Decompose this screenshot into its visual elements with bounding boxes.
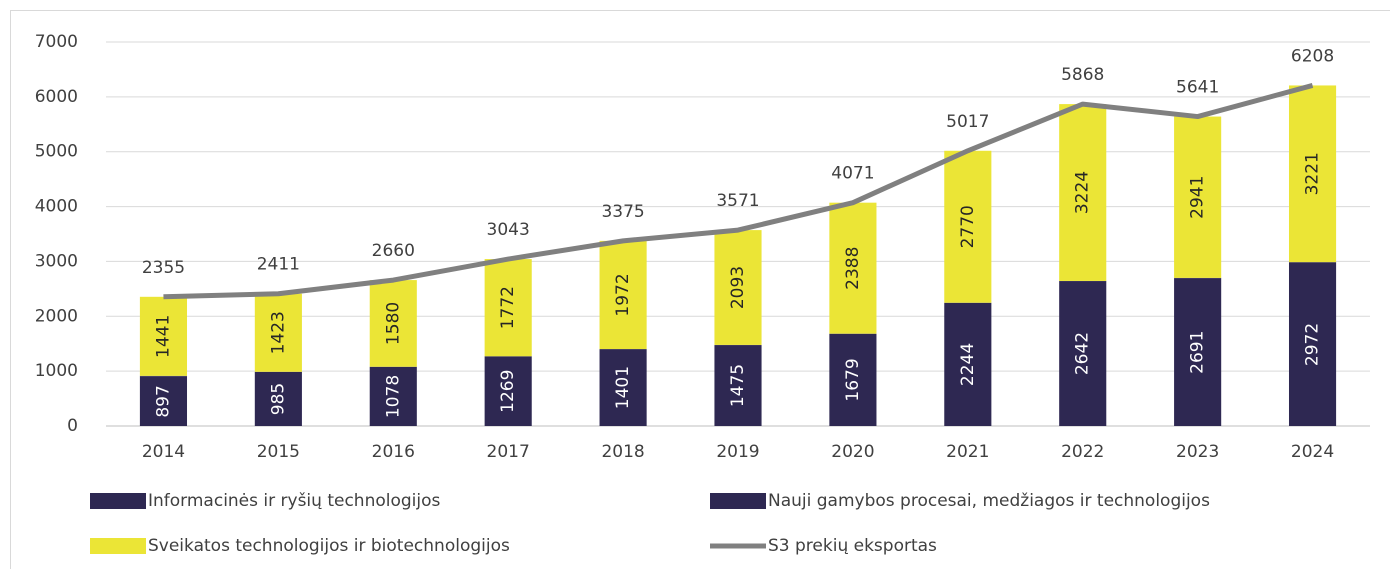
y-tick-label: 3000 [35,251,78,271]
line [163,83,1314,300]
value-label: 1078 [383,375,403,418]
value-label: 3224 [1073,171,1093,214]
value-label: 2355 [142,258,185,278]
x-tick-label: 2016 [372,442,415,462]
x-tick-label: 2018 [601,442,644,462]
value-label: 2691 [1188,331,1208,374]
bar-segment [1288,85,1337,263]
legend-swatch [710,493,766,509]
value-label: 1772 [498,286,518,329]
value-label: 897 [153,385,173,417]
y-tick-label: 5000 [35,142,78,162]
x-tick-label: 2024 [1291,442,1334,462]
bar-segment [369,280,417,367]
y-tick-label: 1000 [35,361,78,381]
bar-segment [484,356,532,426]
y-tick-label: 7000 [35,32,78,52]
bar-segment [829,202,877,334]
bar-segment [1288,262,1337,263]
value-label: 2660 [372,241,415,261]
bar-segment [1174,278,1222,426]
bar-segment [254,293,302,372]
bar-segment [1059,104,1107,281]
bar-segment [1059,281,1107,426]
value-label: 2770 [958,205,978,248]
value-label: 2093 [728,266,748,309]
value-label: 3221 [1303,152,1323,195]
bar-segment [1174,116,1222,278]
bar-segment [714,345,762,426]
x-tick-label: 2020 [831,442,874,462]
value-label: 5868 [1061,65,1104,85]
bar-segment [944,302,992,426]
value-label: 2244 [958,343,978,386]
x-tick-label: 2021 [946,442,989,462]
legend-label: Sveikatos technologijos ir biotechnologi… [148,536,510,556]
value-label: 2941 [1188,176,1208,219]
value-label: 3375 [601,202,644,222]
y-tick-label: 2000 [35,306,78,326]
x-tick-label: 2022 [1061,442,1104,462]
y-tick-label: 0 [67,416,78,436]
value-label: 985 [268,383,288,415]
y-tick-label: 4000 [35,197,78,217]
x-tick-label: 2019 [716,442,759,462]
bar-segment [484,259,532,357]
legend-label: S3 prekių eksportas [768,536,937,556]
bar-segment [714,230,762,345]
bar-segment [599,349,647,426]
bar-segment [139,376,188,426]
bar-segment [599,240,647,350]
value-label: 2972 [1303,323,1323,366]
bar-segment [254,371,302,426]
x-tick-label: 2015 [257,442,300,462]
bar-segment [944,150,992,303]
x-tick-label: 2023 [1176,442,1219,462]
value-label: 3043 [487,220,530,240]
value-label: 1580 [383,302,403,345]
x-tick-label: 2014 [142,442,185,462]
bar-segment [139,375,188,377]
value-label: 4071 [831,164,874,184]
value-label: 2411 [257,255,300,275]
legend-label: Nauji gamybos procesai, medžiagos ir tec… [768,491,1210,511]
legend-swatch [90,538,146,554]
bar-segment [139,296,188,376]
legend-label: Informacinės ir ryšių technologijos [148,491,441,511]
value-label: 1423 [268,311,288,354]
value-label: 1269 [498,370,518,413]
chart-frame [10,10,1390,569]
bar-segment [1288,262,1337,426]
value-label: 3571 [716,191,759,211]
value-label: 1401 [613,366,633,409]
value-label: 1972 [613,273,633,316]
y-tick-label: 6000 [35,87,78,107]
value-label: 6208 [1291,46,1334,66]
value-label: 2388 [843,247,863,290]
value-label: 5017 [946,112,989,132]
legend-swatch [90,493,146,509]
value-label: 1679 [843,358,863,401]
value-label: 5641 [1176,78,1219,98]
x-tick-label: 2017 [487,442,530,462]
bar-segment [369,366,417,426]
value-label: 1475 [728,364,748,407]
value-label: 2642 [1073,332,1093,375]
value-label: 1441 [153,315,173,358]
bar-segment [829,333,877,426]
